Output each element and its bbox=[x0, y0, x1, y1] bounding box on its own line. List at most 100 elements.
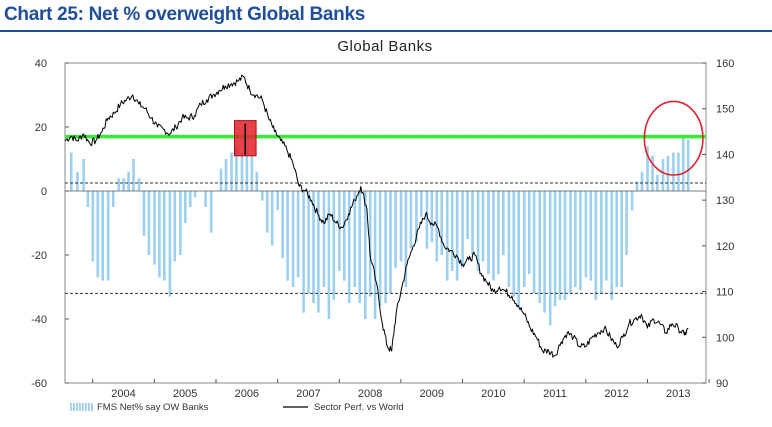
bar bbox=[497, 191, 500, 275]
bar bbox=[250, 155, 254, 191]
bar bbox=[409, 191, 413, 249]
bar bbox=[255, 171, 259, 191]
chart-title: Global Banks bbox=[337, 38, 432, 55]
sector-perf-line bbox=[64, 74, 689, 358]
legend-label-line: Sector Perf. vs World bbox=[314, 402, 404, 413]
legend-bar-swatch bbox=[73, 403, 75, 411]
bar bbox=[466, 191, 469, 239]
bar bbox=[70, 152, 73, 191]
bar bbox=[594, 191, 598, 300]
legend-label-bars: FMS Net% say OW Banks bbox=[97, 402, 209, 413]
highlight-circle bbox=[643, 100, 704, 176]
bar bbox=[389, 191, 392, 294]
bar bbox=[281, 191, 284, 259]
bar bbox=[615, 191, 618, 287]
bar bbox=[686, 139, 690, 191]
bar bbox=[640, 171, 644, 191]
bar bbox=[184, 191, 187, 223]
right-axis-tick-label: 90 bbox=[716, 378, 728, 390]
bar bbox=[523, 191, 526, 287]
bar bbox=[455, 191, 459, 281]
bar bbox=[364, 191, 367, 319]
bar bbox=[677, 152, 680, 191]
bar bbox=[224, 159, 228, 191]
bar bbox=[630, 191, 634, 211]
x-axis-tick-label: 2006 bbox=[235, 388, 259, 400]
bar bbox=[219, 168, 223, 191]
bar bbox=[584, 191, 588, 278]
legend-bar-swatch bbox=[82, 403, 84, 411]
bar bbox=[173, 191, 177, 262]
bar bbox=[235, 146, 238, 191]
bar bbox=[266, 191, 269, 233]
line-group bbox=[64, 74, 689, 358]
bar bbox=[543, 191, 546, 313]
left-axis-tick-label: 20 bbox=[35, 122, 47, 134]
legend-bar-swatch bbox=[91, 403, 93, 411]
bar bbox=[404, 191, 408, 287]
bar bbox=[188, 191, 192, 207]
bar bbox=[635, 181, 639, 191]
bar bbox=[373, 191, 377, 319]
bar bbox=[415, 191, 418, 243]
bar bbox=[276, 191, 279, 211]
bar bbox=[384, 191, 387, 303]
bar bbox=[327, 191, 331, 319]
bar bbox=[270, 191, 274, 246]
bar bbox=[450, 191, 454, 271]
bar bbox=[600, 191, 603, 294]
bar bbox=[666, 155, 670, 191]
bar bbox=[261, 191, 264, 201]
x-axis-tick-label: 2012 bbox=[604, 388, 628, 400]
bars-group bbox=[70, 136, 690, 326]
bar bbox=[209, 191, 213, 233]
bar bbox=[605, 191, 608, 281]
legend-bar-swatch bbox=[79, 403, 81, 411]
bar bbox=[76, 171, 79, 191]
bar bbox=[142, 191, 146, 236]
legend-bar-swatch bbox=[85, 403, 87, 411]
bar bbox=[579, 191, 582, 291]
bar bbox=[204, 191, 207, 207]
bar bbox=[548, 191, 552, 326]
x-axis-tick-label: 2008 bbox=[358, 388, 382, 400]
bar bbox=[179, 191, 182, 255]
bar bbox=[394, 191, 397, 268]
right-axis-tick-label: 120 bbox=[716, 241, 734, 253]
bar bbox=[111, 191, 115, 207]
bar bbox=[117, 178, 120, 191]
bar bbox=[245, 149, 249, 191]
bar bbox=[425, 191, 429, 249]
bar bbox=[343, 191, 346, 281]
bar bbox=[420, 191, 423, 217]
bar bbox=[168, 191, 172, 297]
x-axis-tick-label: 2005 bbox=[173, 388, 197, 400]
bar bbox=[322, 191, 326, 287]
bar bbox=[502, 191, 505, 255]
axes: 40 20 0 -20 -40 -60 160 150 140 130 120 110 100 90 200… bbox=[31, 58, 734, 400]
bar bbox=[610, 191, 614, 300]
right-axis-tick-label: 130 bbox=[716, 195, 734, 207]
bar bbox=[193, 191, 197, 198]
x-axis-tick-label: 2013 bbox=[666, 388, 690, 400]
bar bbox=[317, 191, 320, 313]
right-axis-tick-label: 160 bbox=[716, 58, 734, 70]
bar bbox=[132, 159, 135, 191]
right-axis-tick-label: 150 bbox=[716, 104, 734, 116]
bar bbox=[440, 191, 443, 255]
bar bbox=[296, 191, 300, 278]
x-axis-tick-label: 2010 bbox=[481, 388, 505, 400]
bar bbox=[137, 178, 141, 191]
bar bbox=[307, 191, 310, 294]
bar bbox=[461, 191, 464, 268]
left-axis-tick-label: -20 bbox=[31, 250, 47, 262]
bar bbox=[558, 191, 562, 300]
bar bbox=[368, 191, 372, 297]
bar bbox=[661, 159, 665, 191]
left-axis-tick-label: 40 bbox=[35, 58, 47, 70]
x-axis-tick-label: 2004 bbox=[111, 388, 135, 400]
legend-bar-swatch bbox=[76, 403, 78, 411]
bar bbox=[302, 191, 305, 313]
right-axis-tick-label: 110 bbox=[716, 287, 734, 299]
